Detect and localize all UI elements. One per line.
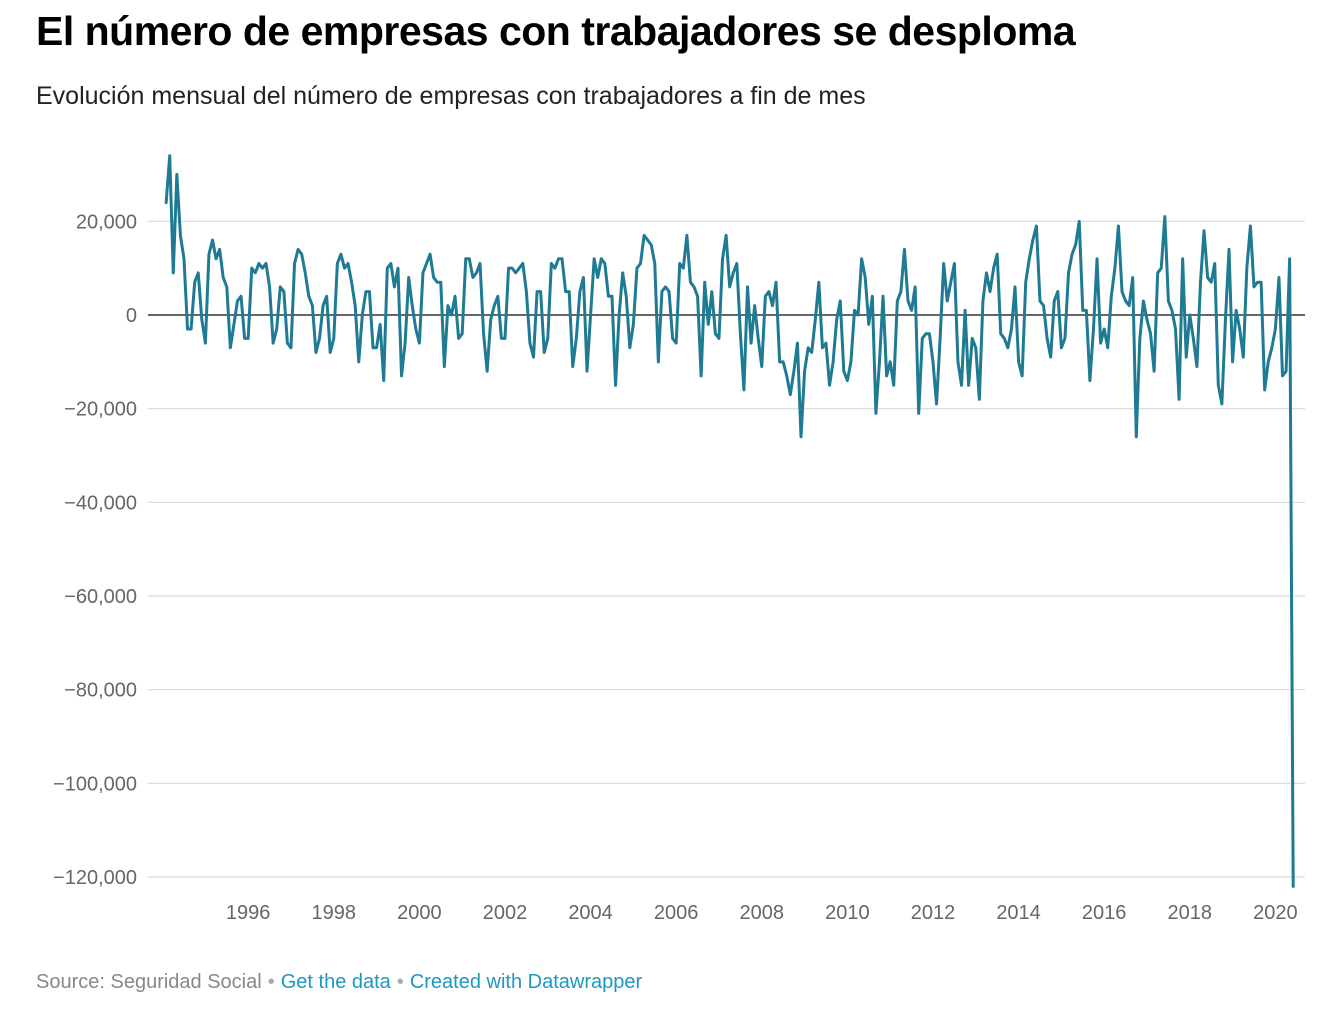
- y-tick-label: −100,000: [53, 773, 137, 795]
- y-tick-label: 0: [126, 305, 137, 327]
- x-tick-label: 2016: [1082, 902, 1127, 924]
- x-tick-label: 2014: [996, 902, 1041, 924]
- footer: Source: Seguridad Social • Get the data • Cr…: [36, 971, 642, 994]
- y-tick-label: −60,000: [64, 586, 137, 608]
- y-tick-label: 20,000: [76, 211, 137, 233]
- x-tick-label: 2012: [911, 902, 956, 924]
- chart-subtitle: Evolución mensual del número de empresas…: [36, 82, 866, 110]
- x-tick-label: 1998: [312, 902, 357, 924]
- y-tick-label: −120,000: [53, 867, 137, 889]
- x-tick-label: 2020: [1253, 902, 1298, 924]
- x-tick-label: 2002: [483, 902, 528, 924]
- line-chart: 20,000 0 −20,000 −40,000 −60,000 −80,000 −100,…: [53, 154, 1305, 924]
- y-tick-label: −40,000: [64, 492, 137, 514]
- x-tick-label: 2008: [740, 902, 785, 924]
- x-tick-label: 2018: [1168, 902, 1213, 924]
- x-tick-label: 2006: [654, 902, 699, 924]
- get-the-data-link[interactable]: Get the data: [280, 971, 391, 993]
- x-tick-label: 2004: [568, 902, 613, 924]
- x-tick-label: 1996: [226, 902, 271, 924]
- x-tick-label: 2010: [825, 902, 870, 924]
- created-with-datawrapper-link[interactable]: Created with Datawrapper: [409, 971, 643, 993]
- y-tick-label: −20,000: [64, 399, 137, 421]
- footer-separator: •: [267, 971, 275, 993]
- series-line: [164, 154, 1295, 888]
- x-axis: 1996 1998 2000 2002 2004 2006 2008 2010 2012 2014…: [226, 902, 1298, 924]
- grid-layer: [148, 220, 1305, 878]
- y-axis: 20,000 0 −20,000 −40,000 −60,000 −80,000 −100,…: [53, 211, 137, 889]
- chart-title: El número de empresas con trabajadores s…: [36, 8, 1076, 54]
- x-tick-label: 2000: [397, 902, 442, 924]
- y-tick-label: −80,000: [64, 680, 137, 702]
- source-text: Source: Seguridad Social: [36, 971, 262, 993]
- footer-separator: •: [396, 971, 404, 993]
